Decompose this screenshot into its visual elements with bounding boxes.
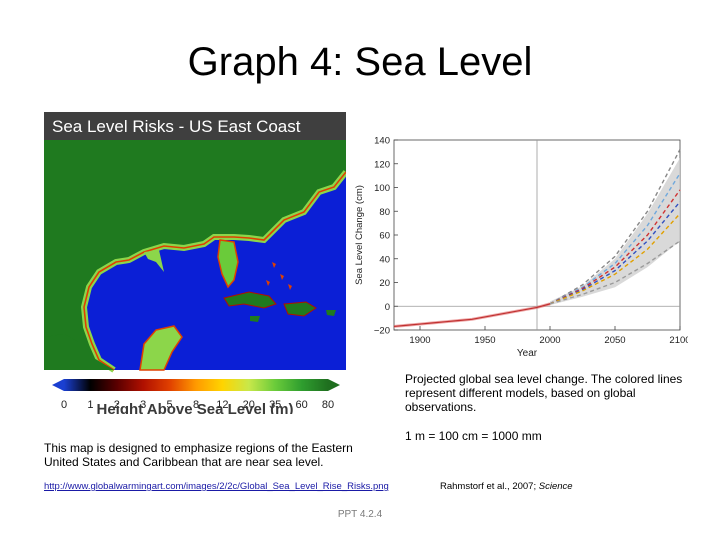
slide-footer: PPT 4.2.4 — [337, 509, 383, 520]
chart-caption: Projected global sea level change. The c… — [405, 372, 683, 414]
map-title-bar — [44, 112, 346, 140]
sea-level-risk-map: Sea Level Risks - US East Coast 0 1 2 3 5 8 12… — [44, 112, 346, 414]
map-mexico-west — [44, 334, 114, 370]
legend-right-arrow — [328, 379, 340, 391]
y-tick-label: 100 — [374, 183, 390, 194]
y-tick-label: 20 — [379, 278, 390, 289]
map-cuba — [223, 291, 277, 309]
projection-line-1 — [549, 149, 681, 305]
y-tick-label: 0 — [385, 302, 390, 313]
slide-title: Graph 4: Sea Level — [187, 40, 533, 84]
observed-line — [393, 303, 551, 328]
map-yucatan — [139, 325, 183, 371]
projection-line-3 — [549, 189, 681, 305]
y-axis-label: Sea Level Change (cm) — [354, 185, 365, 285]
map-delta — [144, 250, 164, 272]
x-axis-label: Year — [517, 348, 538, 359]
legend-tick-label: 20 — [243, 399, 255, 411]
legend-title: Height Above Sea Level (m) — [97, 401, 294, 414]
y-tick-label: 60 — [379, 231, 390, 242]
legend-tick-label: 35 — [269, 399, 281, 411]
y-tick-label: 80 — [379, 207, 390, 218]
map-caption: This map is designed to emphasize region… — [44, 441, 353, 469]
legend-tick-label: 5 — [167, 399, 173, 411]
map-source-link[interactable]: http://www.globalwarmingart.com/images/2… — [44, 481, 389, 492]
x-tick-label: 1950 — [474, 335, 495, 346]
map-jamaica — [250, 316, 260, 322]
x-tick-label: 2100 — [669, 335, 688, 346]
projection-line-6 — [549, 240, 681, 305]
legend-tick-label: 1 — [87, 399, 93, 411]
y-tick-label: 40 — [379, 254, 390, 265]
legend-tick-label: 60 — [295, 399, 307, 411]
unit-conversion-note: 1 m = 100 cm = 1000 mm — [405, 429, 542, 443]
citation-journal: Science — [538, 481, 573, 492]
x-tick-label: 2000 — [539, 335, 560, 346]
projection-line-5 — [549, 213, 681, 305]
projection-line-4 — [549, 201, 681, 305]
y-tick-label: 120 — [374, 159, 390, 170]
map-bahamas — [266, 262, 292, 290]
citation-authors: Rahmstorf et al., 2007; — [440, 481, 539, 492]
y-tick-label: 140 — [374, 136, 390, 147]
legend-tick-label: 8 — [193, 399, 199, 411]
x-tick-label: 2050 — [604, 335, 625, 346]
projection-line-2 — [549, 172, 681, 305]
y-tick-label: −20 — [374, 326, 390, 337]
map-title: Sea Level Risks - US East Coast — [52, 117, 301, 136]
map-us-mainland — [44, 140, 346, 370]
legend-tick-label: 0 — [61, 399, 67, 411]
map-puerto-rico — [326, 310, 336, 316]
map-hispaniola — [283, 301, 317, 317]
projection-band — [550, 157, 680, 306]
legend-colorbar — [64, 379, 328, 391]
legend-tick-label: 2 — [114, 399, 120, 411]
legend-tick-label: 80 — [322, 399, 334, 411]
map-florida — [217, 239, 239, 289]
x-tick-label: 1900 — [409, 335, 430, 346]
legend-tick-label: 12 — [216, 399, 228, 411]
legend-left-arrow — [52, 379, 64, 391]
chart-citation: Rahmstorf et al., 2007; Science — [440, 481, 573, 492]
map-coastline — [83, 171, 346, 371]
legend-tick-label: 3 — [140, 399, 146, 411]
sea-level-chart: −20 0 20 40 60 80 100 120 140 1900 1950 2000 2050 210… — [348, 130, 691, 360]
